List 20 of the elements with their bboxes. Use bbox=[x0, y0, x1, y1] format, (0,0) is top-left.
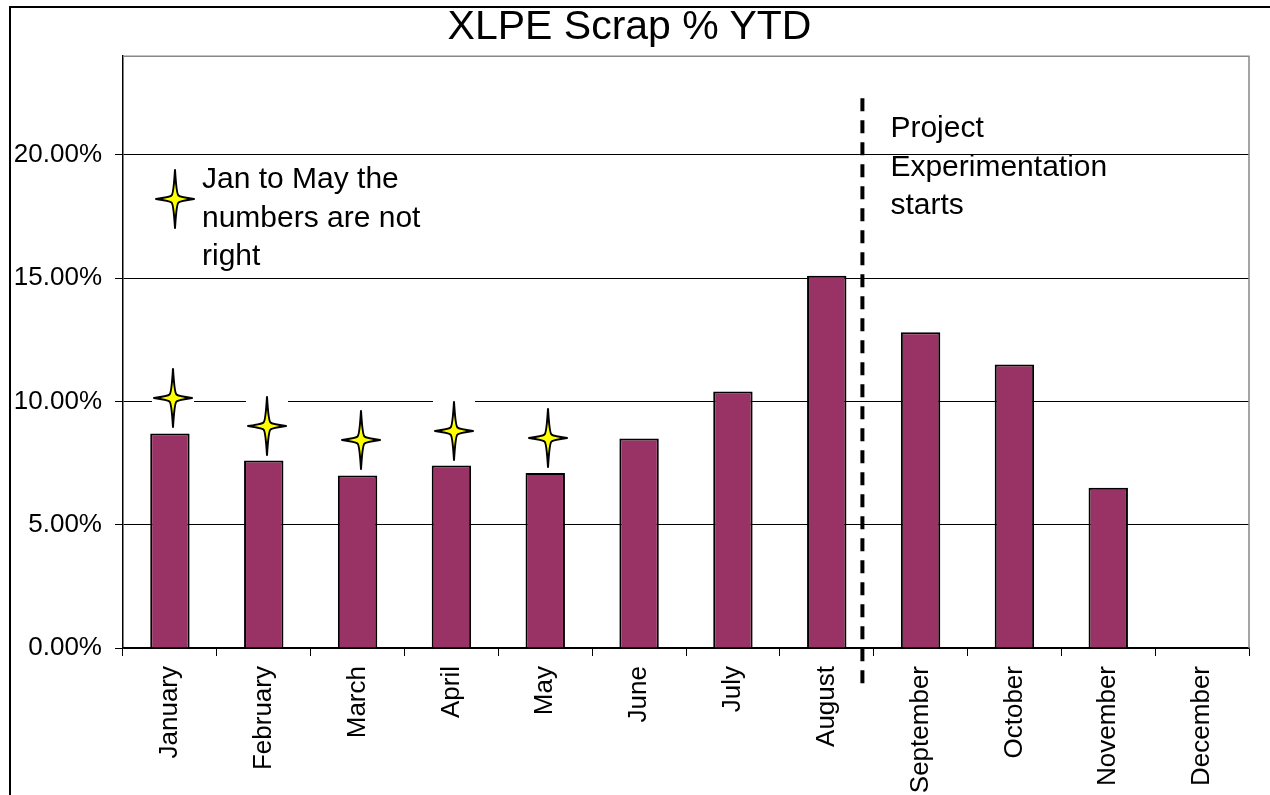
y-tick-label: 15.00% bbox=[13, 261, 102, 292]
x-tick-label: January bbox=[153, 666, 184, 759]
y-tick-label: 0.00% bbox=[28, 631, 102, 662]
x-tick-label: October bbox=[997, 665, 1028, 759]
x-tick-label: September bbox=[903, 665, 934, 794]
annotation: Jan to May the numbers are not right bbox=[202, 161, 422, 272]
x-tick-label: August bbox=[809, 665, 840, 747]
chart-title: XLPE Scrap % YTD bbox=[447, 1, 812, 48]
x-tick-label: November bbox=[1091, 665, 1122, 786]
y-tick-label: 10.00% bbox=[13, 384, 102, 415]
ref-line-label: Project Experimentation starts bbox=[890, 110, 1108, 221]
x-tick-label: December bbox=[1185, 665, 1216, 786]
y-tick-label: 20.00% bbox=[13, 138, 102, 169]
x-tick-label: July bbox=[716, 666, 747, 713]
x-tick-label: June bbox=[622, 666, 653, 723]
y-tick-label: 5.00% bbox=[28, 507, 102, 538]
x-tick-label: April bbox=[434, 666, 465, 719]
x-tick-label: March bbox=[340, 666, 371, 739]
x-tick-label: February bbox=[246, 666, 277, 771]
x-tick-label: May bbox=[528, 666, 559, 716]
